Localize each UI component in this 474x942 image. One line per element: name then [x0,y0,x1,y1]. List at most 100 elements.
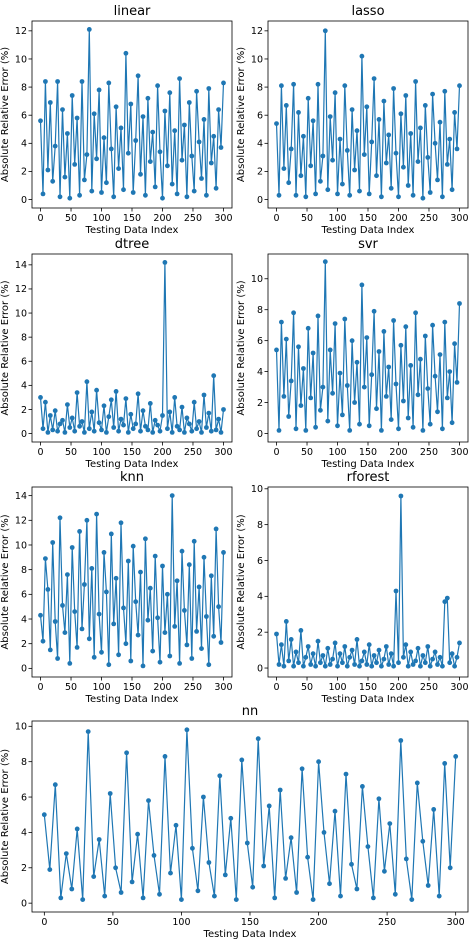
data-point [413,658,418,664]
data-point [414,780,420,786]
data-point [77,529,82,534]
y-tick-label: 8 [257,305,263,316]
data-point [67,195,73,201]
data-point [143,536,148,542]
data-point [107,791,113,796]
data-point [447,369,453,374]
x-tick-label: 150 [241,917,259,928]
data-point [432,649,438,655]
data-point [337,136,343,142]
data-point [96,611,102,617]
data-point [121,422,126,428]
data-point [444,162,450,167]
data-point [409,897,415,902]
data-point [449,187,455,193]
x-tick-label: 0 [274,682,280,693]
y-tick-label: 0 [21,429,27,440]
y-tick-label: 4 [257,367,263,378]
data-point [398,111,404,117]
data-point [430,656,435,662]
data-point [359,658,365,664]
data-point [77,423,82,429]
data-point [318,660,323,666]
data-point [57,194,63,200]
data-point [376,647,382,653]
x-axis-label: Testing Data Index [321,694,415,705]
data-point [244,840,250,846]
data-point [206,662,212,668]
data-point [454,380,460,385]
data-point [38,612,43,618]
data-point [138,171,143,177]
data-point [357,663,362,669]
x-tick-label: 300 [214,213,232,224]
data-point [272,895,278,901]
data-point [43,399,48,405]
data-point [174,423,180,429]
data-point [335,423,340,429]
data-point [442,761,448,766]
data-point [40,638,46,644]
data-point [52,782,58,788]
data-point [318,178,323,184]
data-point [174,191,180,197]
data-point [430,322,435,328]
data-point [146,798,151,803]
data-point [111,194,117,200]
data-point [65,131,70,136]
data-point [398,738,404,743]
x-tick-label: 200 [153,447,171,458]
data-point [388,417,394,422]
y-axis-label: Absolute Relative Error (%) [0,47,11,182]
data-point [191,188,197,194]
panel-knn: knn 0 50 100 150 200 250 300 0 2 4 6 8 10 12 14 Testing … [0,470,233,705]
data-point [415,392,421,398]
data-point [118,890,124,895]
data-point [182,430,187,435]
data-point [133,421,139,427]
data-point [52,619,58,624]
data-point [38,395,43,400]
data-point [320,384,326,390]
data-point [279,319,284,325]
data-point [160,563,165,569]
data-point [408,649,414,655]
data-point [128,658,134,664]
y-tick-label: 6 [21,357,27,368]
data-point [201,554,207,560]
data-point [318,407,323,413]
data-point [340,412,345,418]
data-point [425,883,431,888]
y-tick-label: 0 [257,663,263,674]
x-axis-label: Testing Data Index [321,225,415,236]
y-axis-label: Absolute Relative Error (%) [236,47,247,182]
data-point [196,584,202,590]
data-point [283,336,289,342]
chart-title: linear [114,4,151,19]
y-tick-label: 6 [21,111,27,122]
data-point [457,301,462,306]
y-tick-label: 0 [21,664,27,675]
data-point [387,821,393,826]
data-point [133,138,139,143]
x-tick-label: 300 [447,917,465,928]
data-point [101,550,107,555]
data-point [371,76,377,81]
data-point [344,663,350,669]
data-point [452,341,457,347]
data-point [79,626,85,632]
data-point [152,184,158,190]
data-point [366,642,372,648]
chart-title: knn [120,470,144,485]
data-point [415,159,421,165]
data-point [332,640,338,646]
data-point [436,893,442,899]
data-point [172,395,178,400]
y-tick-label: 10 [15,54,27,65]
data-point [128,411,134,417]
data-point [118,125,124,131]
data-point [296,110,301,115]
data-point [162,630,168,635]
data-point [337,370,343,376]
data-point [123,396,129,401]
